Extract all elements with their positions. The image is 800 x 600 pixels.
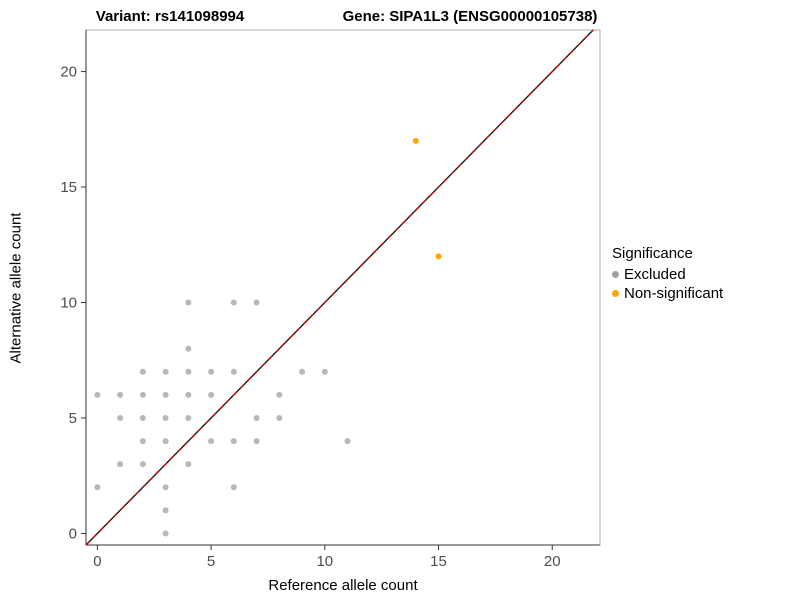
identity-line [85, 29, 594, 546]
legend-item-excluded: Excluded [612, 265, 723, 284]
point-excluded [344, 438, 351, 445]
y-tick-label: 15 [60, 179, 77, 196]
point-excluded [230, 438, 237, 445]
plot-title-variant: Variant: rs141098994 [95, 8, 245, 25]
point-excluded [162, 368, 169, 375]
x-tick-label: 5 [207, 553, 215, 570]
point-excluded [185, 368, 192, 375]
point-excluded [162, 530, 169, 537]
point-excluded [162, 391, 169, 398]
x-tick-label: 10 [316, 553, 333, 570]
point-excluded [162, 414, 169, 421]
x-tick-label: 0 [93, 553, 101, 570]
point-excluded [185, 414, 192, 421]
plot-title-gene: Gene: SIPA1L3 (ENSG00000105738) [342, 8, 598, 25]
point-excluded [162, 438, 169, 445]
y-tick-label: 0 [69, 525, 77, 542]
point-excluded [139, 461, 146, 468]
point-excluded [162, 507, 169, 514]
point-excluded [139, 438, 146, 445]
point-excluded [185, 391, 192, 398]
point-excluded [208, 368, 215, 375]
point-excluded [253, 438, 260, 445]
point-excluded [230, 299, 237, 306]
legend-label-non-significant: Non-significant [624, 285, 724, 302]
point-excluded [321, 368, 328, 375]
point-excluded [185, 299, 192, 306]
point-excluded [94, 391, 101, 398]
point-excluded [208, 438, 215, 445]
point-excluded [253, 299, 260, 306]
x-axis-label: Reference allele count [268, 577, 418, 594]
point-non-significant [435, 253, 442, 260]
non-significant-dot-icon [612, 290, 619, 297]
point-excluded [253, 414, 260, 421]
x-tick-label: 15 [430, 553, 447, 570]
point-excluded [276, 414, 283, 421]
point-excluded [276, 391, 283, 398]
point-excluded [117, 391, 124, 398]
point-excluded [208, 391, 215, 398]
legend: Significance Excluded Non-significant [612, 245, 723, 303]
y-tick-label: 10 [60, 295, 77, 312]
y-tick-label: 5 [69, 410, 77, 427]
y-axis-label: Alternative allele count [7, 212, 25, 364]
point-non-significant [412, 137, 419, 144]
point-excluded [230, 368, 237, 375]
point-excluded [139, 391, 146, 398]
legend-item-non-significant: Non-significant [612, 284, 723, 303]
y-tick-label: 20 [60, 64, 77, 81]
point-excluded [117, 461, 124, 468]
point-excluded [299, 368, 306, 375]
point-excluded [230, 484, 237, 491]
point-excluded [139, 368, 146, 375]
legend-title: Significance [612, 245, 693, 262]
excluded-dot-icon [612, 271, 619, 278]
point-excluded [94, 484, 101, 491]
point-excluded [185, 345, 192, 352]
legend-label-excluded: Excluded [624, 266, 686, 283]
point-excluded [117, 414, 124, 421]
point-excluded [162, 484, 169, 491]
point-excluded [139, 414, 146, 421]
x-tick-label: 20 [544, 553, 561, 570]
point-excluded [185, 461, 192, 468]
panel-border [85, 29, 601, 546]
